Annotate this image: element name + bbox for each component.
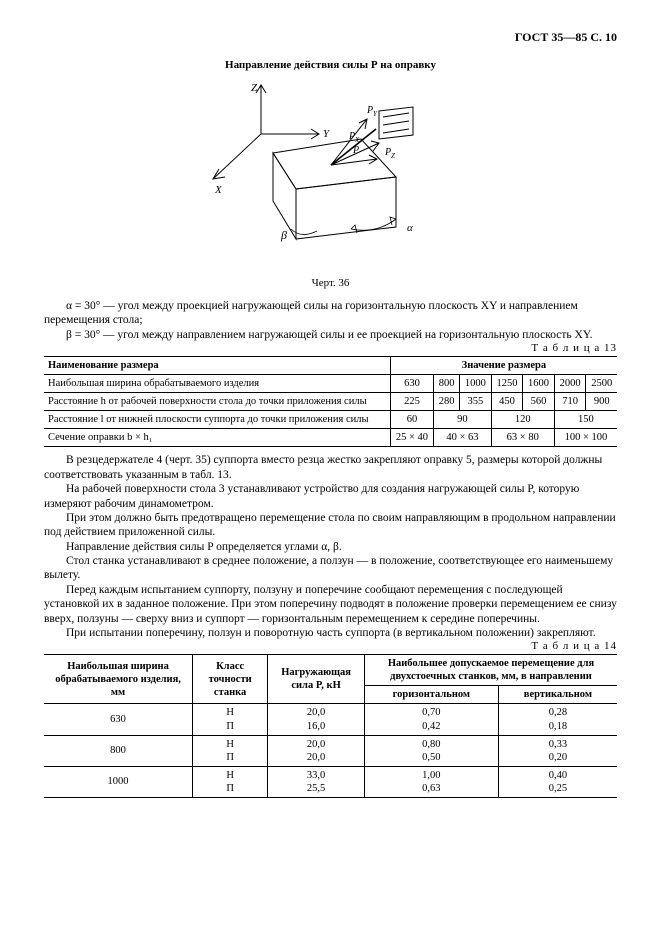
para-beta: β = 30° — угол между направлением нагруж… <box>44 328 617 342</box>
page: ГОСТ 35—85 С. 10 Направление действия си… <box>0 0 661 936</box>
para-alpha: α = 30° — угол между проекцией нагружающ… <box>44 299 617 328</box>
table13-label: Т а б л и ц а 13 <box>44 342 617 356</box>
figure-caption: Черт. 36 <box>44 277 617 291</box>
svg-text:Y: Y <box>373 110 378 118</box>
svg-text:Y: Y <box>323 128 331 140</box>
svg-text:α: α <box>407 222 413 234</box>
table-14: Наибольшая ширина обрабатываемого издели… <box>44 654 617 798</box>
table14-label: Т а б л и ц а 14 <box>44 640 617 654</box>
svg-text:P: P <box>352 145 359 156</box>
svg-text:β: β <box>280 228 287 242</box>
mid-p3: При этом должно быть предотвращено перем… <box>44 511 617 540</box>
svg-text:Z: Z <box>251 82 258 94</box>
svg-text:X: X <box>214 184 223 196</box>
mid-p5: Стол станка устанавливают в среднее поло… <box>44 554 617 583</box>
figure-svg: X Y Z <box>201 79 461 269</box>
page-header: ГОСТ 35—85 С. 10 <box>44 30 617 45</box>
svg-text:X: X <box>354 136 360 144</box>
svg-text:Z: Z <box>391 152 395 160</box>
mid-p2: На рабочей поверхности стола 3 устанавли… <box>44 482 617 511</box>
figure-title: Направление действия силы Р на оправку <box>44 59 617 73</box>
figure-36: X Y Z <box>44 79 617 273</box>
mid-p1: В резцедержателе 4 (черт. 35) суппорта в… <box>44 453 617 482</box>
mid-p4: Направление действия силы P определяется… <box>44 540 617 554</box>
table-13: Наименование размераЗначение размераНаиб… <box>44 356 617 448</box>
mid-p6: Перед каждым испытанием суппорту, ползун… <box>44 583 617 626</box>
mid-p7: При испытании поперечину, ползун и повор… <box>44 626 617 640</box>
